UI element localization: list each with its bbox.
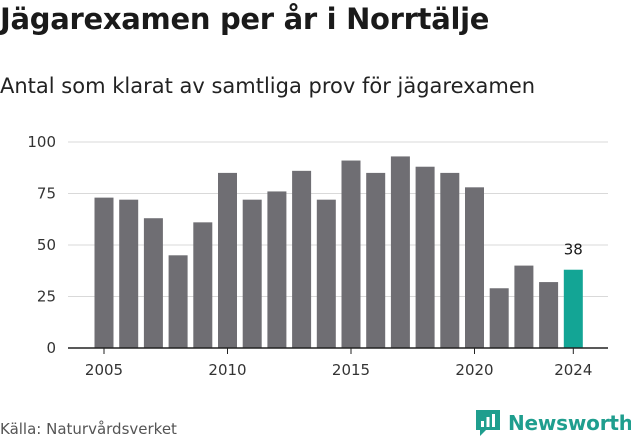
y-tick-label-75: 75 — [37, 185, 56, 203]
y-tick-label-25: 25 — [37, 288, 56, 306]
brand-name: Newsworthy — [508, 411, 631, 435]
bar-chart: 0 25 50 75 100 2005 2010 2015 2020 2024 38 — [27, 133, 608, 379]
labels: 0 25 50 75 100 2005 2010 2015 2020 2024 38 — [27, 133, 592, 379]
bar-2017 — [390, 156, 410, 348]
bar-2008 — [168, 255, 188, 348]
bar-2012 — [267, 191, 287, 348]
brand-logo: Newsworthy — [474, 408, 631, 438]
x-tick-label-2020: 2020 — [455, 361, 493, 379]
y-tick-label-0: 0 — [46, 339, 56, 357]
x-tick-label-2005: 2005 — [85, 361, 123, 379]
x-tick-label-2024: 2024 — [554, 361, 592, 379]
bar-2023 — [539, 282, 559, 348]
bar-2021 — [489, 288, 509, 348]
bar-2007 — [143, 218, 163, 348]
newsworthy-logo-icon — [476, 410, 500, 436]
bar-2014 — [316, 199, 336, 348]
bar-2010 — [218, 172, 237, 348]
bar-2022 — [514, 265, 534, 348]
x-tick-label-2010: 2010 — [208, 361, 246, 379]
bars — [94, 156, 583, 348]
bar-2016 — [366, 172, 386, 348]
y-tick-label-50: 50 — [37, 236, 56, 254]
x-tick-label-2015: 2015 — [332, 361, 370, 379]
data-label-2024: 38 — [564, 241, 583, 259]
bar-2020 — [465, 187, 484, 348]
chart-title: Jägarexamen per år i Norrtälje — [0, 2, 490, 36]
chart-subtitle: Antal som klarat av samtliga prov för jä… — [0, 74, 536, 98]
bar-2019 — [440, 172, 460, 348]
bar-2018 — [415, 166, 435, 348]
bar-2015 — [341, 160, 361, 348]
bar-2024 — [563, 269, 583, 348]
bar-2005 — [94, 197, 114, 348]
axes — [68, 347, 608, 354]
bar-2011 — [242, 199, 262, 348]
bar-2013 — [292, 170, 312, 348]
source-note: Källa: Naturvårdsverket — [0, 420, 177, 438]
y-tick-label-100: 100 — [27, 133, 56, 151]
bar-2006 — [119, 199, 139, 348]
bar-2009 — [193, 222, 213, 348]
